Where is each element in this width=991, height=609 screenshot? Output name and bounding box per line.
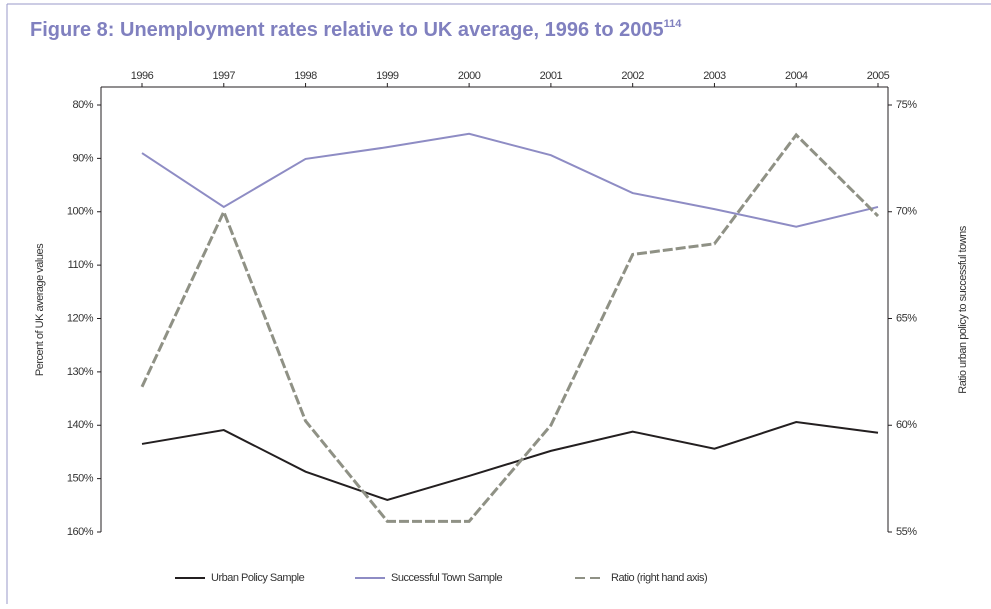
y-tick-label: 130%: [67, 366, 94, 378]
y2-tick-label: 70%: [896, 206, 917, 218]
legend-label: Successful Town Sample: [391, 572, 502, 584]
series-line: [141, 421, 879, 502]
y-tick-label: 90%: [72, 152, 93, 164]
legend-label: Urban Policy Sample: [211, 572, 305, 584]
y2-axis-label: Ratio urban policy to successful towns: [957, 225, 969, 393]
x-tick-label: 2005: [867, 70, 890, 82]
y-tick-label: 140%: [67, 419, 94, 431]
y2-tick-label: 65%: [896, 312, 917, 324]
y-tick-label: 80%: [72, 99, 93, 111]
legend-label: Ratio (right hand axis): [611, 572, 707, 584]
y2-tick-label: 55%: [896, 526, 917, 538]
x-tick-label: 1999: [376, 70, 399, 82]
y-axis-label: Percent of UK average values: [34, 243, 46, 376]
y2-tick-label: 75%: [896, 99, 917, 111]
x-tick-label: 1998: [294, 70, 317, 82]
x-tick-label: 2002: [621, 70, 644, 82]
x-tick-label: 2001: [540, 70, 563, 82]
series-line: [141, 132, 879, 228]
x-tick-label: 2004: [785, 70, 808, 82]
title-text: Figure 8: Unemployment rates relative to…: [30, 19, 664, 41]
y2-tick-label: 60%: [896, 419, 917, 431]
x-tick-label: 1997: [213, 70, 236, 82]
y-tick-label: 160%: [67, 526, 94, 538]
y-tick-label: 120%: [67, 312, 94, 324]
series-line: [140, 132, 880, 523]
title-note: 114: [664, 18, 683, 30]
chart-title: Figure 8: Unemployment rates relative to…: [30, 18, 682, 41]
y-tick-label: 110%: [68, 259, 94, 271]
x-tick-label: 2000: [458, 70, 481, 82]
y-tick-label: 100%: [67, 206, 94, 218]
y-tick-label: 150%: [67, 473, 94, 485]
x-tick-label: 2003: [703, 70, 726, 82]
x-tick-label: 1996: [131, 70, 154, 82]
